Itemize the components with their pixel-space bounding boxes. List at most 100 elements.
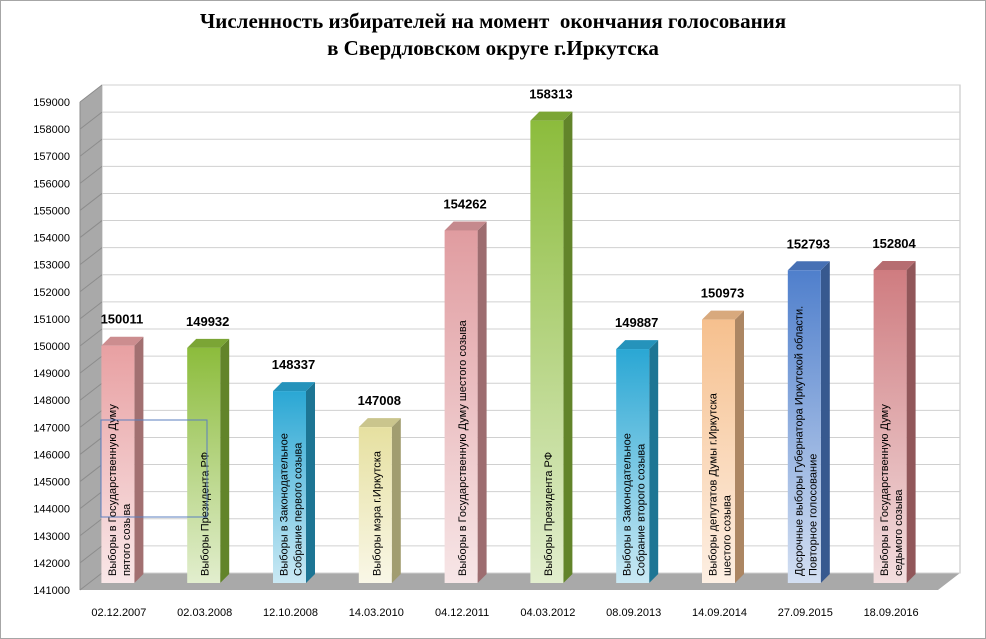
y-tick-label: 149000 [33,368,70,380]
y-tick-label: 152000 [33,287,70,299]
bar-value-label: 149887 [615,315,658,330]
bar [616,349,650,583]
bar-top [530,111,573,121]
y-tick-label: 158000 [33,124,70,136]
grid-line-side [79,138,103,157]
bar [273,391,306,583]
x-tick-label: 14.09.2014 [692,607,747,619]
grid-line-side [79,355,103,374]
bar [358,427,392,583]
grid-line-side [79,301,103,320]
bar-side [477,221,487,583]
bar-value-label: 148337 [272,357,315,372]
bar-inner-label: Выборы в Государственную Думу [107,404,119,576]
bar-top [273,382,315,392]
bar-inner-label: шестого созыва [722,494,734,576]
grid-line-side [79,193,103,211]
y-tick-label: 144000 [33,504,70,516]
bar-side [134,336,144,583]
bar-inner-label: седьмого созыва [893,489,905,576]
bar-side [220,338,230,583]
bar-inner-label: пятого созыва [121,503,133,576]
bar-top [101,336,144,346]
bar-inner-label: Выборы мэра г.Иркутска [371,450,383,576]
bar-value-label: 150973 [701,286,744,301]
bar-value-label: 147008 [358,393,401,408]
y-tick-label: 142000 [33,558,70,570]
bar-inner-label: Выборы в Государственную Думу [879,404,891,576]
bar-side [735,310,744,583]
bar-inner-label: Выборы в Законодательное [279,433,291,576]
y-tick-label: 146000 [33,449,70,461]
y-tick-label: 159000 [33,97,70,109]
bar-side [391,418,401,583]
y-tick-label: 150000 [33,341,70,353]
x-tick-label: 02.03.2008 [177,607,232,619]
grid-line-side [79,464,103,482]
grid-line-side [79,572,103,591]
x-tick-label: 08.09.2013 [606,607,661,619]
bar-top [616,340,659,350]
grid-line-side [79,111,103,130]
chart-title: Численность избирателей на момент оконча… [0,8,986,62]
y-tick-label: 141000 [33,585,70,597]
y-tick-label: 148000 [33,395,70,407]
grid-line-side [79,545,103,564]
bar-value-label: 158313 [529,87,572,102]
y-tick-label: 157000 [33,151,70,163]
chart-title-line-1: Численность избирателей на момент оконча… [199,9,787,33]
bar [702,319,735,583]
bar-top [702,310,744,320]
bar [873,269,907,583]
x-tick-label: 12.10.2008 [263,607,318,619]
grid-line-side [79,491,103,510]
bar-inner-label: Выборы депутатов Думы г.Иркутска [708,392,720,576]
bar-top [358,418,401,428]
y-tick-label: 154000 [33,233,70,245]
y-tick-label: 145000 [33,477,70,489]
bar-top [873,260,916,270]
bar-inner-label: Досрочные выборы Губернатора Иркутской о… [793,306,805,576]
bar [787,270,821,583]
y-tick-label: 143000 [33,531,70,543]
bar [530,120,564,583]
bar-top [187,338,230,348]
bar-value-label: 154262 [443,196,486,211]
bar [101,345,135,583]
bar-value-label: 149932 [186,314,229,329]
grid-line-side [79,220,103,238]
bar-inner-label: Выборы в Государственную Думу шестого со… [457,319,469,576]
x-tick-label: 14.03.2010 [349,607,404,619]
bar-value-label: 152804 [872,236,916,251]
bar-inner-label: Выборы Президента РФ [543,452,555,576]
y-tick-label: 151000 [33,314,70,326]
grid-line-side [79,274,103,293]
selection-box [100,419,208,518]
bar [444,230,478,583]
bar-inner-label: Собрание второго созыва [636,443,648,576]
grid-line-side [79,84,103,103]
x-tick-label: 02.12.2007 [91,607,146,619]
bar [187,347,221,583]
bar-inner-label: Выборы в Законодательное [622,433,634,576]
y-tick-label: 147000 [33,422,70,434]
x-tick-label: 04.03.2012 [520,607,575,619]
bar-value-label: 150011 [101,312,144,327]
grid-line-side [79,518,103,537]
y-tick-label: 153000 [33,260,70,272]
bar-top [787,261,830,271]
bar-top [444,221,487,231]
y-tick-label: 156000 [33,178,70,190]
grid-line-side [79,409,103,428]
y-tick-label: 155000 [33,205,70,217]
grid-line-side [79,165,103,184]
bar-side [563,111,573,583]
bar-side [906,260,916,583]
grid-line-side [79,247,103,266]
bar-side [306,382,315,583]
bar-side [649,340,659,583]
x-tick-label: 18.09.2016 [864,607,919,619]
chart-title-line-2: в Свердловском округе г.Иркутска [327,36,659,60]
bar-side [820,261,830,583]
